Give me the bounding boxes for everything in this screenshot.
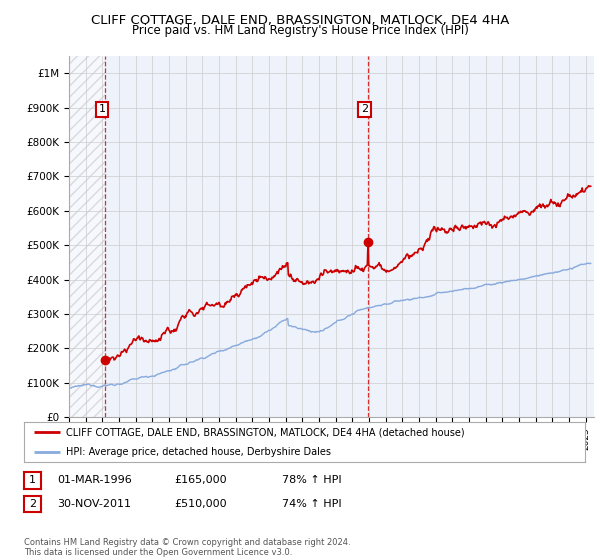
Text: 2: 2 [29,499,36,509]
Text: 2: 2 [361,104,368,114]
Text: Price paid vs. HM Land Registry's House Price Index (HPI): Price paid vs. HM Land Registry's House … [131,24,469,37]
Bar [69,56,105,417]
Text: 01-MAR-1996: 01-MAR-1996 [57,475,132,486]
Text: 78% ↑ HPI: 78% ↑ HPI [282,475,341,486]
Text: HPI: Average price, detached house, Derbyshire Dales: HPI: Average price, detached house, Derb… [66,446,331,456]
Text: 30-NOV-2011: 30-NOV-2011 [57,499,131,509]
Text: CLIFF COTTAGE, DALE END, BRASSINGTON, MATLOCK, DE4 4HA (detached house): CLIFF COTTAGE, DALE END, BRASSINGTON, MA… [66,427,465,437]
Text: 1: 1 [98,104,106,114]
Text: CLIFF COTTAGE, DALE END, BRASSINGTON, MATLOCK, DE4 4HA: CLIFF COTTAGE, DALE END, BRASSINGTON, MA… [91,14,509,27]
Text: £510,000: £510,000 [174,499,227,509]
Text: 74% ↑ HPI: 74% ↑ HPI [282,499,341,509]
Text: 1: 1 [29,475,36,486]
Text: £165,000: £165,000 [174,475,227,486]
Text: Contains HM Land Registry data © Crown copyright and database right 2024.
This d: Contains HM Land Registry data © Crown c… [24,538,350,557]
